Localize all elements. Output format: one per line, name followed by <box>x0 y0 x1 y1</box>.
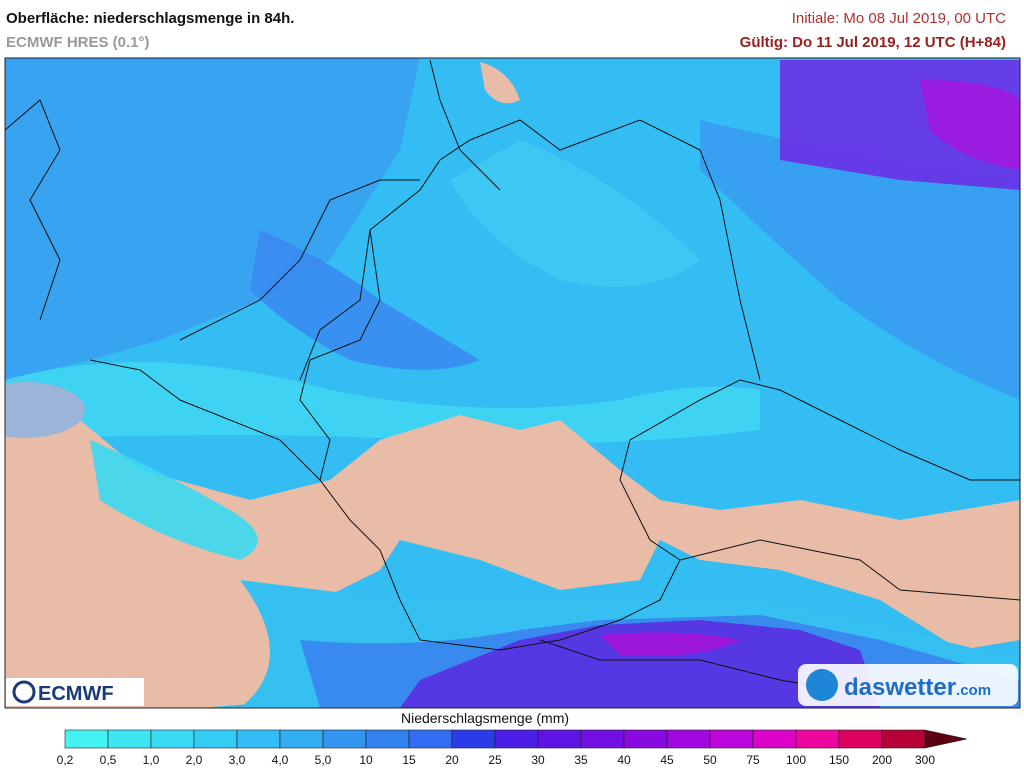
legend-label: 0,2 <box>57 753 74 767</box>
legend-swatch <box>580 729 625 749</box>
legend-arrow <box>924 729 968 749</box>
legend-swatch <box>365 729 410 749</box>
borders <box>5 59 1020 691</box>
model-name: ECMWF HRES (0.1°) <box>6 34 150 51</box>
ecmwf-logo: ECMWF <box>6 678 144 706</box>
daswetter-logo: daswetter.com <box>798 664 1018 706</box>
legend-swatch <box>709 729 754 749</box>
legend-label: 75 <box>746 753 760 767</box>
legend-swatch <box>107 729 152 749</box>
legend-swatch <box>838 729 883 749</box>
legend-label: 4,0 <box>272 753 289 767</box>
valid-time: Gültig: Do 11 Jul 2019, 12 UTC (H+84) <box>739 34 1006 51</box>
legend-label: 3,0 <box>229 753 246 767</box>
precip-field <box>5 58 1020 708</box>
legend-swatch <box>408 729 453 749</box>
ecmwf-text: ECMWF <box>38 683 114 705</box>
legend-label: 20 <box>445 753 459 767</box>
initial-time: Initiale: Mo 08 Jul 2019, 00 UTC <box>791 10 1006 27</box>
legend-label: 100 <box>786 753 806 767</box>
legend-swatch <box>236 729 281 749</box>
legend-label: 0,5 <box>100 753 117 767</box>
legend-label: 35 <box>574 753 588 767</box>
legend-label: 300 <box>915 753 935 767</box>
legend-swatch <box>537 729 582 749</box>
legend: 0,2 0,5 1,0 2,0 3,0 4,0 5,0 10 15 20 25 30 35 40 45 50 7… <box>57 729 968 767</box>
legend-swatch <box>322 729 367 749</box>
legend-swatch <box>666 729 711 749</box>
legend-label: 200 <box>872 753 892 767</box>
legend-swatch <box>279 729 324 749</box>
legend-label: 1,0 <box>143 753 160 767</box>
legend-swatch <box>494 729 539 749</box>
legend-label: 150 <box>829 753 849 767</box>
legend-label: 25 <box>488 753 502 767</box>
map-title: Oberfläche: niederschlagsmenge in 84h. <box>6 10 295 27</box>
daswetter-domain: .com <box>956 682 991 699</box>
legend-label: 2,0 <box>186 753 203 767</box>
legend-swatch <box>881 729 926 749</box>
legend-label: 15 <box>402 753 416 767</box>
legend-label: 45 <box>660 753 674 767</box>
legend-swatch <box>623 729 668 749</box>
legend-swatch <box>64 729 109 749</box>
map-frame <box>4 57 1021 709</box>
legend-swatch <box>193 729 238 749</box>
daswetter-name: daswetter <box>844 674 956 701</box>
legend-label: 5,0 <box>315 753 332 767</box>
legend-label: 40 <box>617 753 631 767</box>
legend-swatch <box>451 729 496 749</box>
legend-label: 10 <box>359 753 373 767</box>
legend-swatch <box>795 729 840 749</box>
legend-swatch <box>150 729 195 749</box>
legend-label: 50 <box>703 753 717 767</box>
legend-swatch <box>752 729 797 749</box>
legend-title: Niederschlagsmenge (mm) <box>401 710 569 726</box>
daswetter-text: daswetter.com <box>844 674 991 701</box>
legend-label: 30 <box>531 753 545 767</box>
